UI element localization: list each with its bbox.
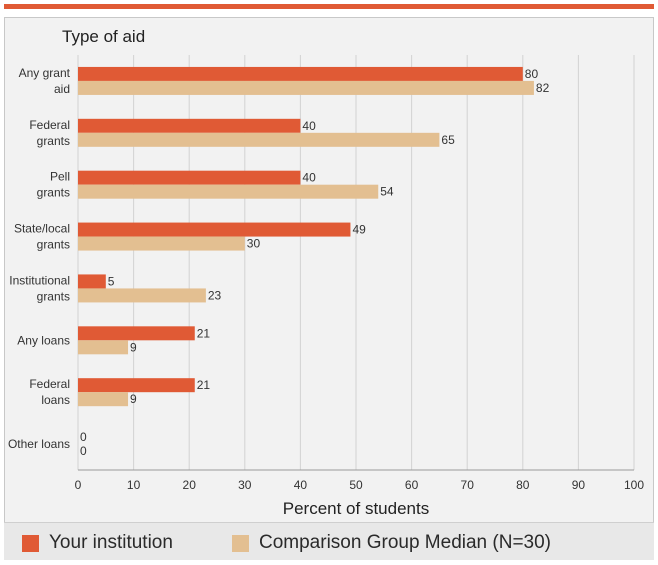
legend-swatch-your-institution <box>22 534 39 552</box>
category-label: Any loans <box>17 333 70 347</box>
top-accent-rule <box>4 4 654 9</box>
bar-your-institution <box>78 66 523 81</box>
data-label: 82 <box>536 81 550 95</box>
x-tick-label: 20 <box>183 478 197 492</box>
data-label: 21 <box>197 378 211 392</box>
data-label: 49 <box>352 223 366 237</box>
x-tick-label: 30 <box>238 478 252 492</box>
bar-your-institution <box>78 378 195 393</box>
x-tick-label: 100 <box>624 478 644 492</box>
x-tick-label: 40 <box>294 478 308 492</box>
data-label: 5 <box>108 274 115 288</box>
category-label: Any grant aid <box>19 66 71 96</box>
x-tick-label: 90 <box>572 478 586 492</box>
bar-comparison-group <box>78 288 206 303</box>
data-label: 0 <box>80 430 87 444</box>
x-tick-label: 50 <box>349 478 363 492</box>
x-tick-label: 0 <box>75 478 82 492</box>
data-label: 9 <box>130 392 137 406</box>
bar-comparison-group <box>78 392 129 407</box>
data-label: 21 <box>197 326 211 340</box>
bar-your-institution <box>78 118 301 133</box>
category-label: Pell grants <box>37 170 70 200</box>
legend-label-your-institution: Your institution <box>49 532 173 553</box>
bar-your-institution <box>78 326 195 341</box>
bar-comparison-group <box>78 236 245 251</box>
bar-comparison-group <box>78 184 379 199</box>
bar-chart: Type of aid Percent of students 0 10 20 30 4… <box>8 27 644 518</box>
data-label: 30 <box>247 237 261 251</box>
legend <box>4 522 654 560</box>
category-label: Federal grants <box>29 118 70 148</box>
bar-your-institution <box>78 170 301 185</box>
category-label: Other loans <box>8 437 70 451</box>
bar-your-institution <box>78 274 106 289</box>
x-tick-label: 60 <box>405 478 419 492</box>
legend-item-comparison-group: Comparison Group Median (N=30) <box>232 532 551 554</box>
legend-swatch-comparison-group <box>232 534 249 552</box>
data-label: 54 <box>380 185 394 199</box>
bar-comparison-group <box>78 80 534 95</box>
bar-your-institution <box>78 222 351 237</box>
data-label: 9 <box>130 340 137 354</box>
x-axis-label: Percent of students <box>283 499 429 518</box>
bar-comparison-group <box>78 340 129 355</box>
legend-item-your-institution: Your institution <box>22 532 173 554</box>
data-label: 65 <box>441 133 455 147</box>
bar-comparison-group <box>78 132 440 147</box>
data-label: 40 <box>302 119 316 133</box>
data-label: 40 <box>302 171 316 185</box>
category-label: State/local grants <box>14 222 70 252</box>
x-tick-label: 70 <box>461 478 475 492</box>
legend-label-comparison-group: Comparison Group Median (N=30) <box>259 532 551 553</box>
x-tick-label: 80 <box>516 478 530 492</box>
chart-title: Type of aid <box>62 27 145 46</box>
data-label: 80 <box>525 67 539 81</box>
data-label: 23 <box>208 288 222 302</box>
data-label: 0 <box>80 444 87 458</box>
x-tick-label: 10 <box>127 478 141 492</box>
category-label: Federal loans <box>29 377 70 407</box>
category-label: Institutional grants <box>9 273 70 303</box>
